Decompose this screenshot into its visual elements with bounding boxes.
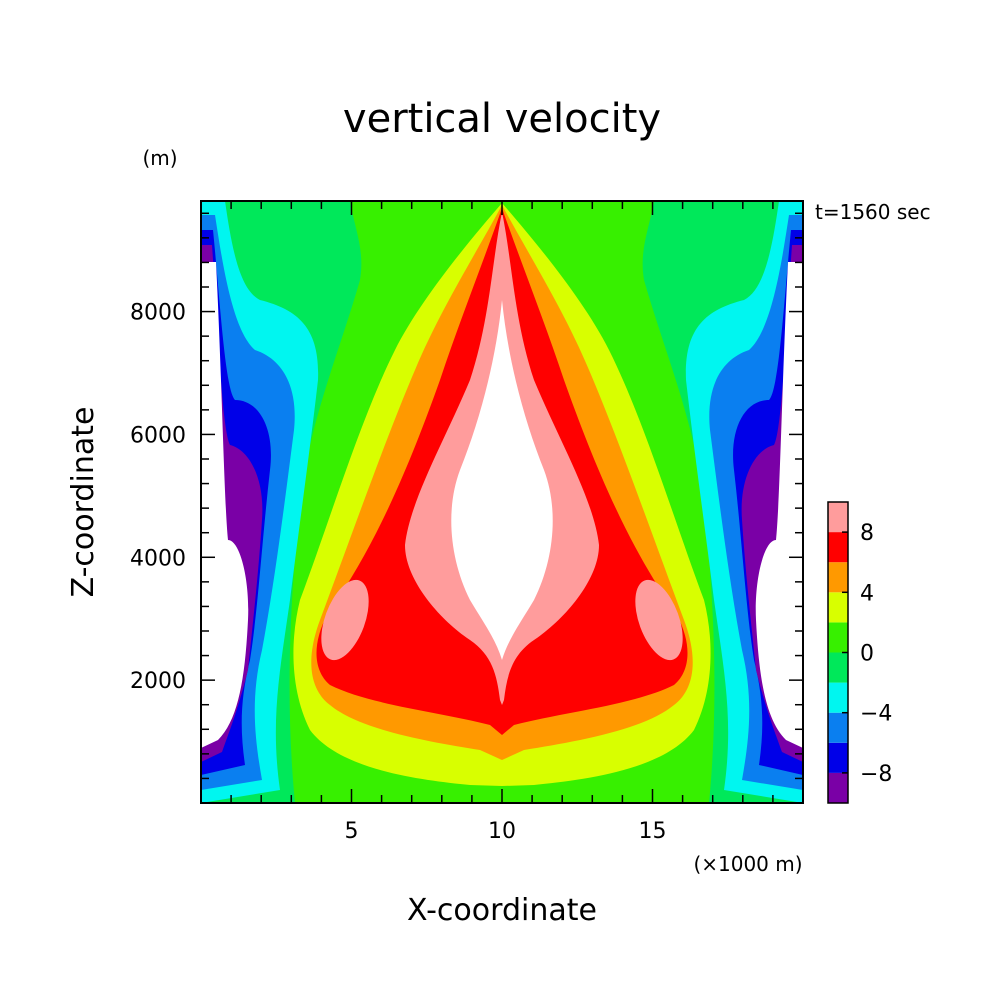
colorbar-swatch bbox=[828, 712, 848, 743]
time-label: t=1560 sec bbox=[815, 200, 931, 224]
y-unit-label: (m) bbox=[142, 146, 177, 170]
colorbar-tick-label: −4 bbox=[860, 702, 892, 727]
x-axis: 5 10 15 bbox=[230, 201, 774, 844]
y-tick-label: 2000 bbox=[130, 669, 186, 694]
colorbar-swatch bbox=[828, 772, 848, 803]
y-axis-title: Z-coordinate bbox=[66, 407, 101, 598]
colorbar-swatch bbox=[828, 652, 848, 683]
x-axis-title: X-coordinate bbox=[407, 893, 597, 928]
colorbar-tick-label: −8 bbox=[860, 762, 892, 787]
contour-field bbox=[201, 201, 803, 803]
colorbar-swatch bbox=[828, 742, 848, 773]
colorbar-swatch bbox=[828, 592, 848, 623]
x-tick-label: 5 bbox=[345, 819, 359, 844]
colorbar-swatch bbox=[828, 682, 848, 713]
y-axis: 2000 4000 6000 8000 bbox=[130, 212, 803, 780]
y-tick-label: 4000 bbox=[130, 546, 186, 571]
colorbar-swatch bbox=[828, 622, 848, 653]
updraft-core-above-10 bbox=[451, 300, 553, 660]
y-tick-label: 6000 bbox=[130, 423, 186, 448]
left-downdraft bbox=[201, 201, 319, 803]
y-tick-label: 8000 bbox=[130, 301, 186, 326]
colorbar-swatch bbox=[828, 562, 848, 593]
x-tick-label: 10 bbox=[488, 819, 516, 844]
colorbar: 8 4 0 −4 −8 bbox=[827, 501, 892, 804]
x-unit-label: (×1000 m) bbox=[693, 852, 802, 876]
right-downdraft bbox=[685, 201, 803, 803]
colorbar-tick-label: 8 bbox=[860, 521, 874, 546]
colorbar-swatch bbox=[828, 502, 848, 533]
x-tick-label: 15 bbox=[639, 819, 667, 844]
chart-title: vertical velocity bbox=[343, 96, 661, 142]
colorbar-tick-label: 4 bbox=[860, 581, 874, 606]
colorbar-tick-label: 0 bbox=[860, 642, 874, 667]
colorbar-swatch bbox=[828, 532, 848, 563]
